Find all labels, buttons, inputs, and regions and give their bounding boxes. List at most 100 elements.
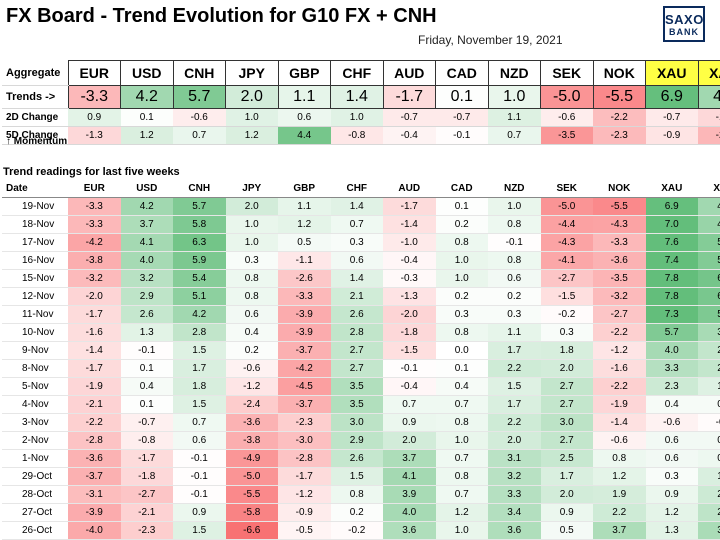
trend-cell-jpy: -5.8 bbox=[225, 503, 278, 522]
trend-cell-aud: 3.9 bbox=[383, 485, 436, 504]
trend-cell-cnh: -0.1 bbox=[173, 485, 226, 504]
section-title: Trend readings for last five weeks bbox=[3, 166, 180, 178]
trend-cell-eur: -3.2 bbox=[68, 269, 121, 288]
trend-cell-sek: 0.3 bbox=[540, 323, 593, 342]
trend-cell-cad: 0.3 bbox=[435, 305, 488, 324]
trend-cell-xag: 2.9 bbox=[698, 503, 720, 522]
change-2d-value-nok: -2.2 bbox=[593, 108, 646, 127]
row-date: 8-Nov bbox=[2, 359, 68, 378]
trend-cell-gbp: 1.1 bbox=[278, 197, 331, 216]
trend-cell-jpy: -4.9 bbox=[225, 449, 278, 468]
trend-cell-chf: 0.3 bbox=[330, 233, 383, 252]
trend-cell-xau: 7.3 bbox=[645, 305, 698, 324]
change-2d-value-sek: -0.6 bbox=[540, 108, 593, 127]
trend-cell-nzd: -0.1 bbox=[488, 233, 541, 252]
trend-cell-sek: -1.5 bbox=[540, 287, 593, 306]
trend-cell-nok: -2.7 bbox=[593, 305, 646, 324]
history-header-nok: NOK bbox=[593, 180, 646, 198]
trend-cell-aud: -1.7 bbox=[383, 197, 436, 216]
change-2d-row: 2D Change 0.9 0.1 -0.6 1.0 0.6 1.0 -0.7 -0.7 1.1… bbox=[2, 108, 720, 127]
trend-cell-eur: -2.8 bbox=[68, 431, 121, 450]
trend-cell-nzd: 1.7 bbox=[488, 341, 541, 360]
trend-cell-aud: -2.0 bbox=[383, 305, 436, 324]
trend-cell-cnh: 0.7 bbox=[173, 413, 226, 432]
trend-cell-xau: 7.4 bbox=[645, 251, 698, 270]
trend-cell-usd: 0.1 bbox=[120, 359, 173, 378]
trend-summary-table: Aggregate EUR USD CNH JPY GBP CHF AUD CAD NZD SEK… bbox=[2, 60, 720, 145]
trend-cell-jpy: 0.8 bbox=[225, 287, 278, 306]
row-date: 19-Nov bbox=[2, 197, 68, 216]
change-2d-value-usd: 0.1 bbox=[120, 108, 173, 127]
trend-cell-sek: 2.7 bbox=[540, 377, 593, 396]
row-date: 29-Oct bbox=[2, 467, 68, 486]
trend-cell-jpy: 1.0 bbox=[225, 215, 278, 234]
trend-cell-nzd: 2.2 bbox=[488, 359, 541, 378]
logo-line1: SAXO bbox=[665, 12, 704, 27]
trend-value-usd: 4.2 bbox=[120, 85, 174, 109]
history-header-jpy: JPY bbox=[225, 180, 278, 198]
trend-cell-nok: -3.6 bbox=[593, 251, 646, 270]
trend-cell-gbp: -4.2 bbox=[278, 359, 331, 378]
trend-cell-aud: 0.7 bbox=[383, 395, 436, 414]
trend-value-chf: 1.4 bbox=[330, 85, 384, 109]
trend-value-nok: -5.5 bbox=[592, 85, 646, 109]
aggregate-label: Aggregate bbox=[2, 60, 68, 86]
trend-cell-chf: -0.2 bbox=[330, 521, 383, 540]
trend-cell-xag: 6.0 bbox=[698, 287, 720, 306]
trend-cell-usd: -2.1 bbox=[120, 503, 173, 522]
row-date: 12-Nov bbox=[2, 287, 68, 306]
history-header-sek: SEK bbox=[540, 180, 593, 198]
row-date: 9-Nov bbox=[2, 341, 68, 360]
trend-cell-eur: -3.9 bbox=[68, 503, 121, 522]
trend-value-nzd: 1.0 bbox=[487, 85, 541, 109]
trend-cell-aud: -1.3 bbox=[383, 287, 436, 306]
trend-cell-xau: -0.6 bbox=[645, 413, 698, 432]
trend-cell-usd: 4.0 bbox=[120, 251, 173, 270]
trend-cell-cnh: 0.6 bbox=[173, 431, 226, 450]
trend-cell-chf: 2.1 bbox=[330, 287, 383, 306]
trend-cell-sek: 2.7 bbox=[540, 395, 593, 414]
change-5d-value-cnh: 0.7 bbox=[173, 126, 226, 145]
trend-cell-eur: -4.2 bbox=[68, 233, 121, 252]
table-row: 19-Nov -3.3 4.2 5.7 2.0 1.1 1.4 -1.7 0.1 1.0 -5.0-… bbox=[2, 197, 720, 216]
row-date: 4-Nov bbox=[2, 395, 68, 414]
trend-cell-aud: -0.3 bbox=[383, 269, 436, 288]
trend-cell-gbp: -1.2 bbox=[278, 485, 331, 504]
trend-cell-jpy: 1.0 bbox=[225, 233, 278, 252]
change-5d-label: 5D Change bbox=[2, 126, 68, 145]
trend-cell-nok: 1.9 bbox=[593, 485, 646, 504]
trend-cell-cnh: 1.8 bbox=[173, 377, 226, 396]
trend-cell-cnh: 5.4 bbox=[173, 269, 226, 288]
trend-cell-eur: -1.4 bbox=[68, 341, 121, 360]
trend-cell-xag: 5.6 bbox=[698, 251, 720, 270]
trend-cell-xag: 4.2 bbox=[698, 197, 720, 216]
trend-cell-gbp: -2.3 bbox=[278, 413, 331, 432]
trend-cell-usd: 4.2 bbox=[120, 197, 173, 216]
row-date: 17-Nov bbox=[2, 233, 68, 252]
currency-header-cnh: CNH bbox=[172, 60, 226, 86]
trend-cell-gbp: -3.9 bbox=[278, 305, 331, 324]
trend-cell-aud: 2.0 bbox=[383, 431, 436, 450]
change-2d-label: 2D Change bbox=[2, 108, 68, 127]
row-date: 27-Oct bbox=[2, 503, 68, 522]
trend-cell-cad: 0.8 bbox=[435, 467, 488, 486]
trend-cell-cnh: 5.1 bbox=[173, 287, 226, 306]
table-row: 4-Nov -2.1 0.1 1.5 -2.4 -3.7 3.5 0.7 0.7 1.7 2.7 -1… bbox=[2, 395, 720, 414]
trend-cell-chf: 3.5 bbox=[330, 395, 383, 414]
trend-cell-usd: 0.1 bbox=[120, 395, 173, 414]
trend-cell-usd: 1.3 bbox=[120, 323, 173, 342]
trend-cell-cnh: 5.7 bbox=[173, 197, 226, 216]
trend-cell-gbp: 1.2 bbox=[278, 215, 331, 234]
trend-cell-nzd: 3.4 bbox=[488, 503, 541, 522]
trend-cell-xag: 3.9 bbox=[698, 323, 720, 342]
trend-cell-usd: 3.2 bbox=[120, 269, 173, 288]
trend-cell-nzd: 0.2 bbox=[488, 287, 541, 306]
trend-cell-nok: -2.2 bbox=[593, 377, 646, 396]
trend-cell-cnh: 5.8 bbox=[173, 215, 226, 234]
change-5d-value-xag: -2.4 bbox=[698, 126, 720, 145]
currency-header-sek: SEK bbox=[540, 60, 594, 86]
trend-cell-jpy: 0.4 bbox=[225, 323, 278, 342]
trend-cell-sek: -5.0 bbox=[540, 197, 593, 216]
trend-cell-cad: 0.7 bbox=[435, 449, 488, 468]
trend-cell-xag: 5.5 bbox=[698, 233, 720, 252]
